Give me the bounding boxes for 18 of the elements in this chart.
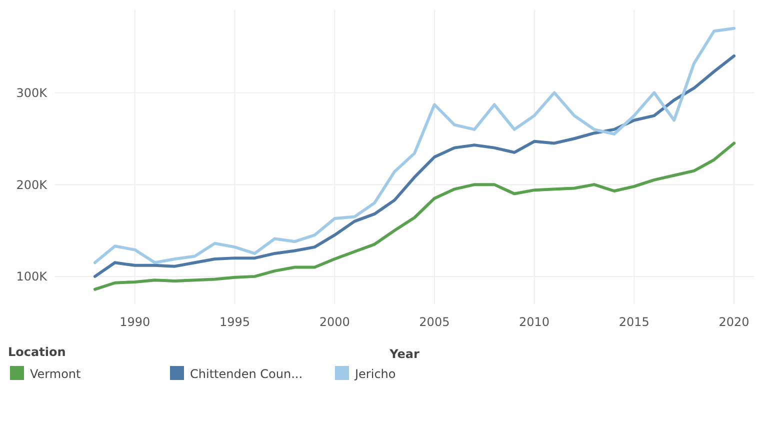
x-tick-label: 2010: [519, 315, 550, 329]
y-tick-label: 100K: [16, 270, 48, 284]
y-tick-label: 200K: [16, 178, 48, 192]
x-tick-label: 1995: [219, 315, 250, 329]
x-axis-title: Year: [388, 347, 420, 361]
y-tick-label: 300K: [16, 86, 48, 100]
legend-label: Jericho: [354, 367, 396, 381]
x-tick-label: 1990: [120, 315, 150, 329]
x-tick-label: 2005: [419, 315, 450, 329]
x-tick-label: 2020: [718, 315, 750, 329]
legend-label: Vermont: [30, 367, 82, 381]
line-series: [93, 142, 736, 291]
line-series: [93, 26, 736, 264]
line-series: [93, 54, 736, 278]
legend-label: Chittenden Coun...: [190, 367, 303, 381]
x-tick-label: 2015: [618, 315, 650, 329]
x-tick-label: 2000: [319, 315, 350, 329]
legend-title: Location: [8, 345, 66, 359]
